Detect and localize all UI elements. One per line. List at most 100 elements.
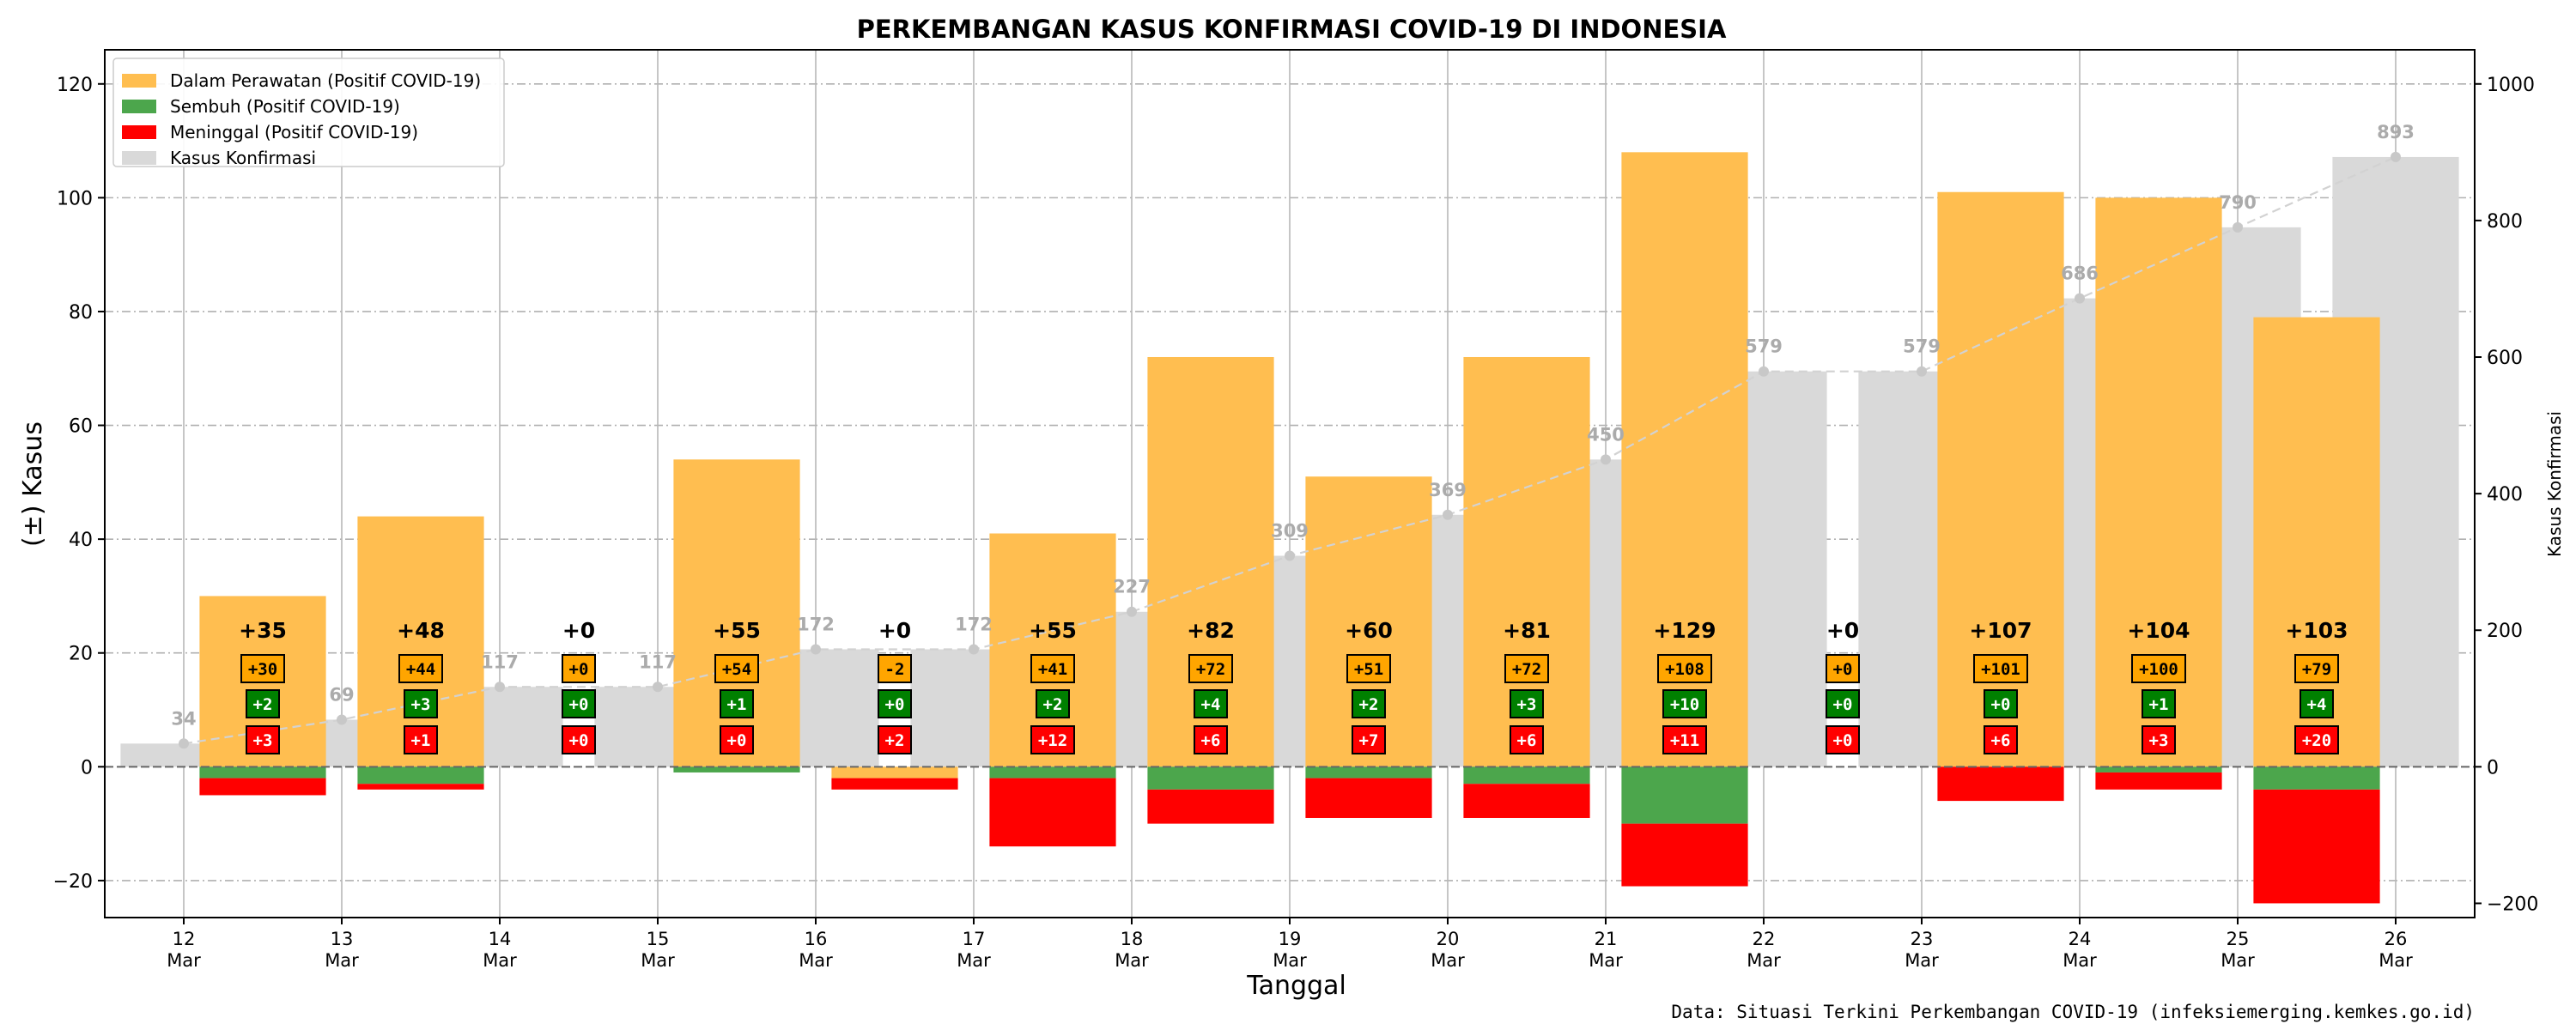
perawatan-label: +51	[1354, 660, 1383, 679]
confirmed-value-label: 117	[639, 651, 677, 672]
sembuh-label: +3	[411, 695, 431, 714]
meninggal-label-box	[1984, 725, 2018, 754]
sembuh-bar	[1621, 766, 1748, 824]
meninggal-bar	[357, 784, 484, 790]
sembuh-bar	[199, 766, 326, 779]
perawatan-label: +79	[2302, 660, 2331, 679]
meninggal-label-box	[404, 725, 438, 754]
chart-title: PERKEMBANGAN KASUS KONFIRMASI COVID-19 D…	[857, 15, 1727, 44]
total-change-label: +82	[1187, 618, 1235, 643]
x-tick-month: Mar	[1905, 950, 1939, 971]
perawatan-label-box	[1973, 654, 2028, 683]
legend-swatch	[122, 151, 156, 165]
total-change-label: +35	[239, 618, 287, 643]
sembuh-bar	[2253, 766, 2380, 790]
legend-swatch	[122, 100, 156, 113]
confirmed-point	[179, 738, 189, 749]
meninggal-label: +11	[1670, 731, 1699, 750]
perawatan-label-box	[1188, 654, 1233, 683]
confirmed-point	[2233, 221, 2243, 233]
x-tick-month: Mar	[483, 950, 517, 971]
perawatan-label: +0	[569, 660, 589, 679]
meninggal-label: +12	[1038, 731, 1067, 750]
x-tick-day: 25	[2227, 929, 2250, 949]
meninggal-label-box	[878, 725, 912, 754]
total-change-label: +129	[1653, 618, 1716, 643]
meninggal-bar	[831, 778, 958, 790]
confirmed-value-label: 579	[1745, 336, 1783, 357]
x-tick-month: Mar	[167, 950, 201, 971]
confirmed-value-label: 34	[171, 708, 196, 729]
total-change-label: +104	[2127, 618, 2190, 643]
legend-label: Dalam Perawatan (Positif COVID-19)	[170, 70, 481, 91]
meninggal-label: +0	[569, 731, 589, 750]
sembuh-label-box	[720, 689, 754, 718]
bars	[120, 152, 2459, 904]
perawatan-label-box	[2294, 654, 2339, 683]
confirmed-value-label: 309	[1271, 521, 1309, 542]
perawatan-bar	[673, 459, 800, 767]
total-change-label: +48	[397, 618, 445, 643]
total-change-label: +107	[1969, 618, 2032, 643]
x-tick-day: 16	[805, 929, 828, 949]
confirmed-point	[1601, 454, 1611, 465]
perawatan-label-box	[714, 654, 759, 683]
total-change-label: +0	[1826, 618, 1859, 643]
perawatan-label: +54	[722, 660, 751, 679]
sembuh-label-box	[1352, 689, 1386, 718]
confirmed-point	[1285, 550, 1295, 561]
y-tick-label: 20	[69, 644, 93, 665]
confirmed-value-label: 69	[329, 684, 354, 705]
perawatan-label-box	[2131, 654, 2186, 683]
x-tick-month: Mar	[1589, 950, 1623, 971]
y-tick-label: −20	[53, 871, 93, 893]
confirmed-value-label: 686	[2061, 264, 2099, 284]
legend-swatch	[122, 74, 156, 88]
sembuh-label: +2	[253, 695, 273, 714]
x-tick-month: Mar	[2379, 950, 2413, 971]
sembuh-label-box	[1194, 689, 1228, 718]
meninggal-bar	[199, 778, 326, 796]
confirmed-point	[1443, 509, 1453, 520]
meninggal-label-box	[562, 725, 596, 754]
sembuh-label: +1	[2149, 695, 2169, 714]
confirmed-point	[2075, 293, 2085, 304]
sembuh-label-box	[1662, 689, 1707, 718]
sembuh-label: +4	[1201, 695, 1221, 714]
perawatan-label-box	[878, 654, 912, 683]
x-tick-day: 24	[2069, 929, 2092, 949]
legend: Dalam Perawatan (Positif COVID-19) Sembuh…	[112, 58, 505, 168]
sembuh-label-box	[2142, 689, 2176, 718]
perawatan-label-box	[240, 654, 285, 683]
y2-tick-label: 800	[2487, 211, 2523, 233]
sembuh-bar	[989, 766, 1116, 779]
perawatan-label-box	[1030, 654, 1075, 683]
confirmed-point	[969, 644, 979, 655]
meninggal-label: +0	[727, 731, 747, 750]
confirmed-point	[1759, 366, 1769, 377]
confirmed-value-label: 450	[1587, 424, 1625, 445]
perawatan-label: +44	[406, 660, 435, 679]
meninggal-label-box	[2142, 725, 2176, 754]
sembuh-label: +2	[1043, 695, 1063, 714]
x-tick-day: 23	[1911, 929, 1934, 949]
y-tick-label: 0	[81, 757, 93, 779]
meninggal-label: +1	[411, 731, 431, 750]
meninggal-label-box	[1826, 725, 1860, 754]
sembuh-label: +1	[727, 695, 747, 714]
x-tick-day: 19	[1279, 929, 1302, 949]
x-tick-day: 18	[1121, 929, 1144, 949]
confirmed-point	[2391, 151, 2401, 162]
x-tick-day: 20	[1437, 929, 1460, 949]
perawatan-bar	[831, 766, 958, 779]
meninggal-label: +6	[1517, 731, 1537, 750]
confirmed-point	[495, 682, 505, 693]
x-tick-day: 13	[331, 929, 354, 949]
meninggal-bar	[2095, 772, 2222, 790]
total-change-label: +55	[713, 618, 761, 643]
y-axis-label: (±) Kasus	[18, 421, 48, 547]
legend-swatch	[122, 125, 156, 139]
meninggal-label-box	[1352, 725, 1386, 754]
perawatan-label-box	[562, 654, 596, 683]
